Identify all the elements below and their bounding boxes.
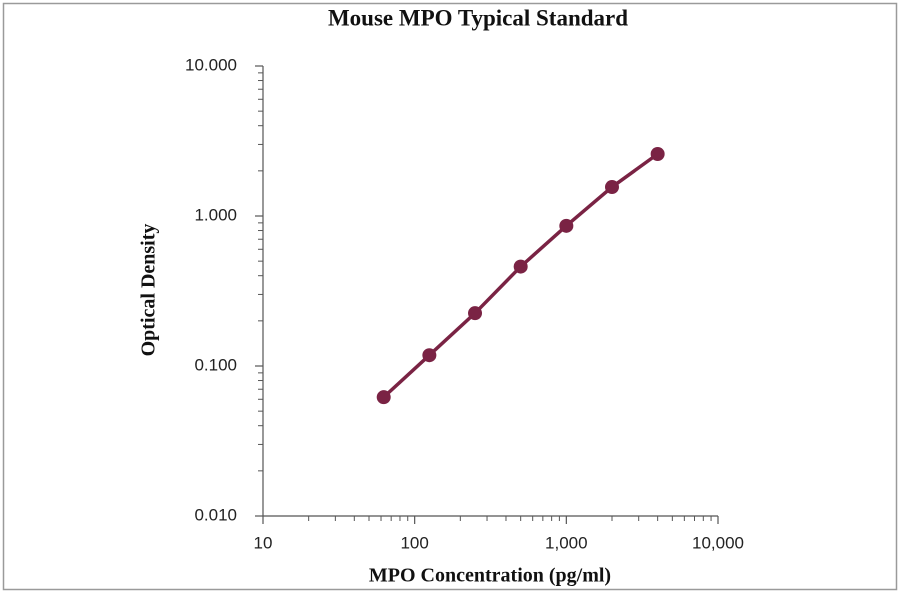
x-tick-label: 100 — [400, 533, 428, 552]
data-point — [604, 180, 619, 195]
y-axis-label: Optical Density — [138, 224, 160, 357]
x-tick-label: 1,000 — [545, 533, 588, 552]
x-tick-label: 10 — [254, 533, 273, 552]
data-point — [650, 147, 665, 162]
chart-title: Mouse MPO Typical Standard — [328, 5, 628, 30]
data-point — [513, 259, 528, 274]
data-point — [376, 390, 391, 405]
y-tick-label: 10.000 — [185, 55, 237, 74]
data-point — [422, 348, 437, 363]
data-point — [559, 218, 574, 233]
x-tick-label: 10,000 — [692, 533, 744, 552]
y-tick-label: 0.100 — [194, 355, 237, 374]
y-tick-label: 1.000 — [194, 205, 237, 224]
y-tick-label: 0.010 — [194, 505, 237, 524]
x-axis-label: MPO Concentration (pg/ml) — [369, 565, 611, 587]
data-point — [468, 306, 483, 321]
